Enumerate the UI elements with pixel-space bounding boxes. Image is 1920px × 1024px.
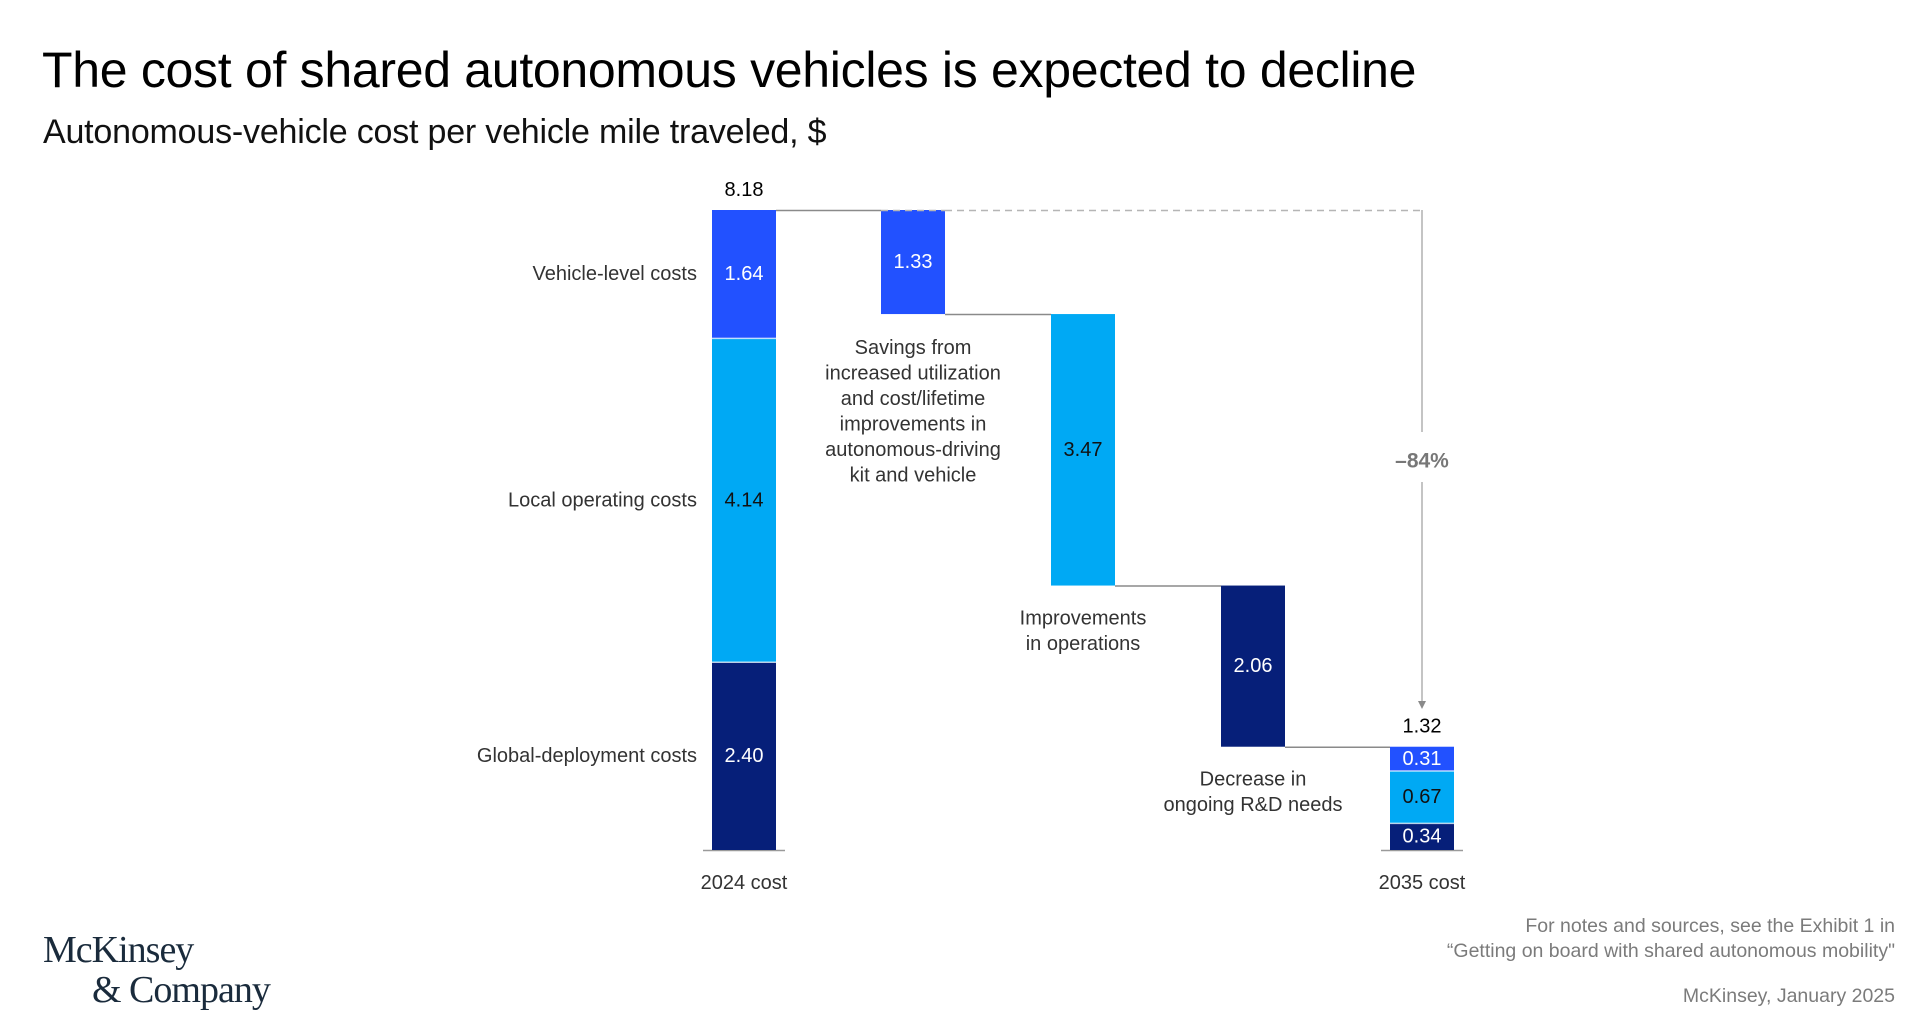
chart-title: The cost of shared autonomous vehicles i… (42, 42, 1417, 98)
segment-value-label: 0.34 (1403, 826, 1442, 848)
decrease-value-label: 3.47 (1064, 439, 1103, 461)
segment-value-label: 0.67 (1403, 786, 1442, 808)
publication-date: McKinsey, January 2025 (1682, 985, 1895, 1007)
step-annotation-line: increased utilization (825, 363, 1001, 385)
source-note-line-2: “Getting on board with shared autonomous… (1446, 940, 1895, 962)
category-label: 2035 cost (1379, 872, 1466, 894)
total-value-label: 1.32 (1403, 716, 1442, 738)
step-annotation-line: autonomous-driving (825, 439, 1001, 461)
step-annotation-line: and cost/lifetime (841, 388, 986, 410)
mckinsey-logo: McKinsey & Company (43, 929, 271, 1011)
logo-line-1: McKinsey (43, 929, 194, 971)
step-annotation-line: in operations (1026, 633, 1141, 655)
step-annotation-line: ongoing R&D needs (1163, 794, 1342, 816)
bar-segment-2024-0 (712, 662, 776, 850)
decrease-value-label: 2.06 (1234, 655, 1273, 677)
segment-value-label: 4.14 (725, 489, 764, 511)
segment-name-label: Local operating costs (508, 489, 697, 511)
step-annotation-line: improvements in (840, 414, 987, 436)
bar-segment-2024-1 (712, 338, 776, 663)
bar-decrease-operations (1051, 314, 1115, 586)
logo-line-2: & Company (92, 969, 271, 1011)
bar-segment-2035-1 (1390, 770, 1454, 824)
bar-segment-2035-2 (1390, 746, 1454, 771)
chart-subtitle: Autonomous-vehicle cost per vehicle mile… (43, 113, 827, 151)
bar-segment-2035-0 (1390, 823, 1454, 850)
bar-decrease-rnd (1221, 585, 1285, 747)
bar-decrease-vehicle-savings (881, 210, 945, 315)
segment-value-label: 0.31 (1403, 748, 1442, 770)
source-note: For notes and sources, see the Exhibit 1… (1447, 914, 1895, 964)
arrow-down-icon (1418, 701, 1426, 709)
percent-change-label: –84% (1395, 450, 1449, 473)
source-note-line-1: For notes and sources, see the Exhibit 1… (1525, 915, 1895, 937)
total-value-label: 8.18 (725, 179, 764, 201)
bar-segment-2024-2 (712, 210, 776, 339)
segment-name-label: Vehicle-level costs (532, 263, 697, 285)
step-annotation-line: kit and vehicle (850, 465, 977, 487)
decrease-value-label: 1.33 (894, 251, 933, 273)
category-label: 2024 cost (701, 872, 788, 894)
step-annotation-line: Improvements (1020, 608, 1147, 630)
segment-value-label: 1.64 (725, 263, 764, 285)
step-annotation-line: Decrease in (1200, 769, 1307, 791)
segment-value-label: 2.40 (725, 745, 764, 767)
segment-name-label: Global-deployment costs (477, 745, 697, 767)
step-annotation-line: Savings from (855, 337, 972, 359)
